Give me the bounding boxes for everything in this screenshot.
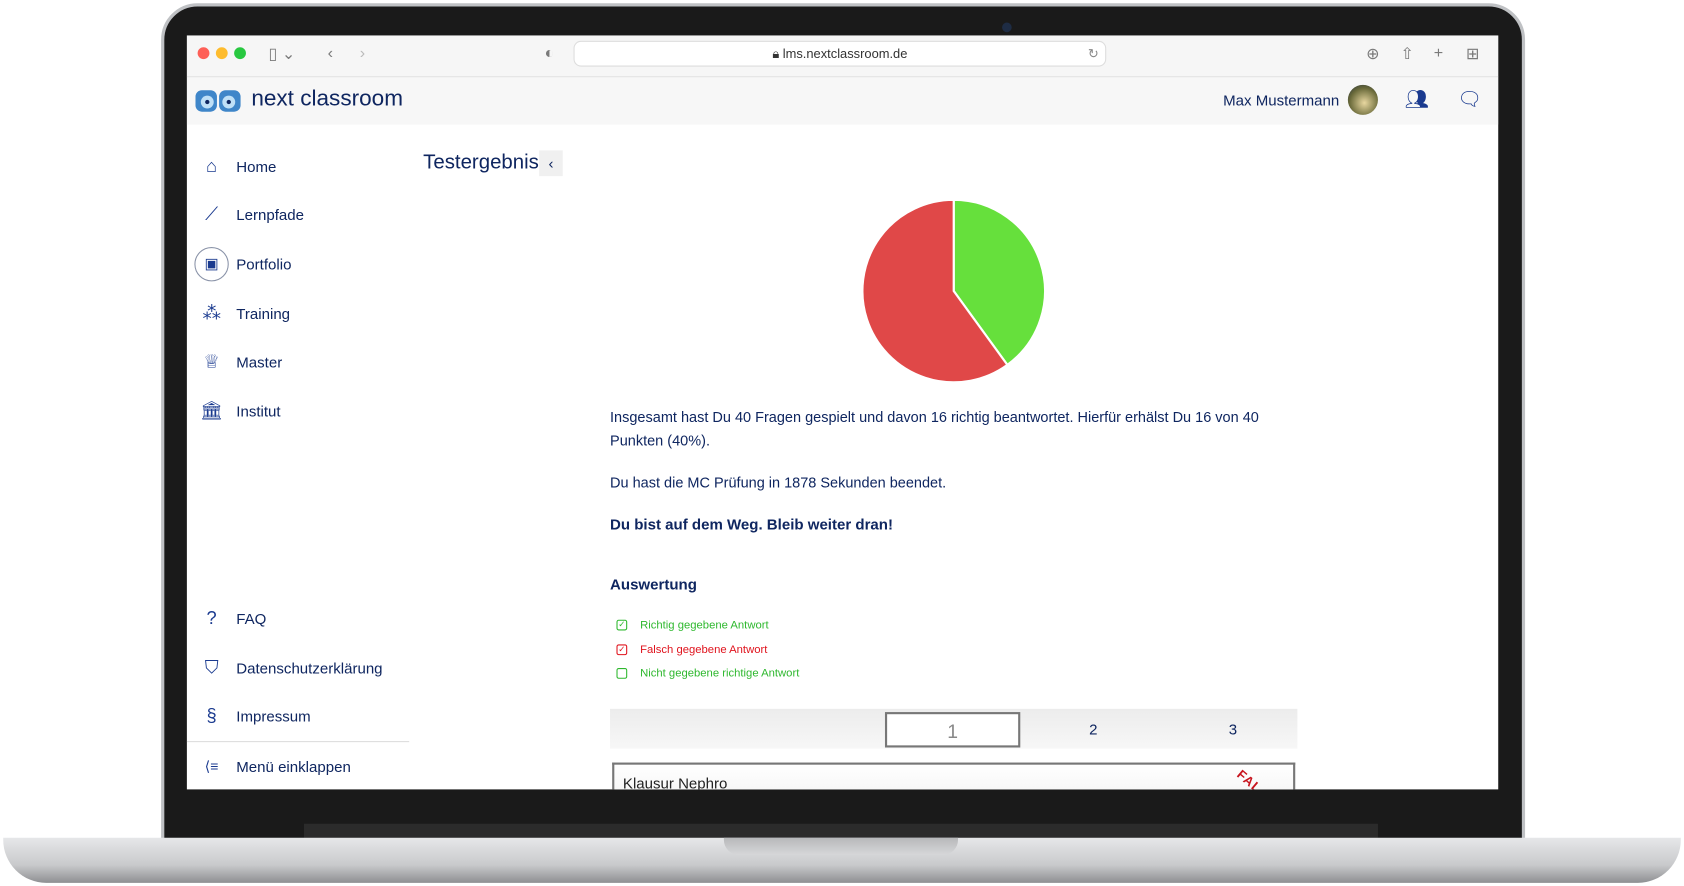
wrong-stamp: FAL (1234, 766, 1266, 790)
back-button[interactable]: ‹ (539, 150, 563, 177)
card-title: Klausur Nephro (622, 774, 728, 790)
sidebar-item-datenschutz[interactable]: ⛉ Datenschutzerklärung (187, 647, 413, 690)
browser-toolbar: ▯ ⌄ ‹ › ◐ 🔒︎ lms.nextclassroom.de ↻ ⊕ ⇧ +… (186, 35, 1499, 78)
nav-label: Training (236, 305, 291, 323)
institution-icon: 🏛︎ (199, 400, 224, 422)
paragraph-icon: § (206, 705, 217, 727)
download-icon[interactable]: ⊕ (1366, 45, 1380, 64)
sidebar-item-home[interactable]: ⌂ Home (187, 145, 413, 188)
nav-label: Master (236, 353, 283, 371)
empty-box-icon (616, 668, 628, 679)
sidebar-item-lernpfade[interactable]: ⟋ Lernpfade (187, 193, 413, 236)
nav-label: FAQ (236, 610, 267, 628)
sidebar-item-portfolio[interactable]: ▣ Portfolio (187, 243, 413, 286)
legend-label: Falsch gegebene Antwort (640, 643, 768, 657)
sidebar-item-impressum[interactable]: § Impressum (187, 695, 413, 738)
screen: ▯ ⌄ ‹ › ◐ 🔒︎ lms.nextclassroom.de ↻ ⊕ ⇧ +… (186, 35, 1499, 790)
pie-slice-falsch (861, 198, 1009, 384)
motivation-text: Du bist auf dem Weg. Bleib weiter dran! (610, 515, 893, 533)
result-pie-chart (861, 198, 1047, 384)
page-title: Testergebnis (423, 151, 539, 174)
path-icon: ⟋ (205, 204, 218, 225)
nav-label: Datenschutzerklärung (236, 659, 383, 677)
new-tab-icon[interactable]: + (1433, 44, 1444, 63)
maximize-button[interactable] (234, 47, 246, 60)
avatar[interactable] (1347, 84, 1378, 115)
app-header: next classroom Max Mustermann 👥︎ 🗨︎ (186, 77, 1499, 125)
shield-icon[interactable]: ◐ (544, 44, 555, 63)
checked-box-icon: ✓ (616, 619, 628, 631)
laptop-notch (723, 837, 959, 855)
forward-icon[interactable]: › (359, 44, 366, 63)
laptop-hinge (303, 823, 1378, 838)
sidebar-item-training[interactable]: ⁂ Training (187, 292, 413, 335)
close-button[interactable] (197, 47, 210, 60)
page-1-tab[interactable]: 1 (884, 712, 1021, 748)
owl-logo-icon[interactable] (195, 89, 242, 115)
nav-label: Lernpfade (236, 206, 305, 224)
chat-icon[interactable]: 🗨︎ (1457, 88, 1482, 110)
reload-icon[interactable]: ↻ (1087, 46, 1099, 62)
user-name[interactable]: Max Mustermann (1223, 91, 1340, 109)
legend-wrong: ✓ Falsch gegebene Antwort (616, 643, 767, 656)
shield-icon: ⛉ (204, 657, 219, 678)
question-pager: 1 2 3 (610, 708, 1298, 749)
summary-text: Insgesamt hast Du 40 Fragen gespielt und… (610, 409, 1259, 449)
question-card: Klausur Nephro FAL (612, 762, 1296, 790)
back-icon[interactable]: ‹ (327, 44, 333, 63)
portfolio-icon: ▣ (187, 247, 236, 282)
nav-label: Home (236, 157, 277, 176)
legend-missed: Nicht gegebene richtige Antwort (616, 667, 799, 680)
sidebar-toggle-icon[interactable]: ▯ ⌄ (268, 45, 296, 64)
legend-correct: ✓ Richtig gegebene Antwort (616, 618, 769, 632)
nav-label: Menü einklappen (236, 758, 351, 776)
divider (186, 741, 410, 743)
training-icon: ⁂ (202, 302, 221, 324)
page-2-tab[interactable]: 2 (1089, 720, 1098, 738)
nav-label: Institut (236, 402, 281, 420)
sidebar-item-faq[interactable]: ? FAQ (187, 597, 413, 640)
collapse-menu-button[interactable]: ⟨≡ Menü einklappen (187, 745, 413, 788)
legend-label: Nicht gegebene richtige Antwort (640, 666, 800, 680)
page-3-tab[interactable]: 3 (1228, 720, 1238, 738)
url-text: lms.nextclassroom.de (782, 46, 908, 62)
legend-label: Richtig gegebene Antwort (640, 618, 769, 632)
brand-name[interactable]: next classroom (251, 85, 403, 111)
address-bar[interactable]: 🔒︎ lms.nextclassroom.de ↻ (573, 40, 1107, 67)
home-icon: ⌂ (206, 155, 218, 177)
nav-label: Impressum (236, 707, 311, 725)
minimize-button[interactable] (215, 47, 228, 60)
crown-icon: ♕ (203, 351, 220, 372)
tab-overview-icon[interactable]: ⊞ (1466, 45, 1480, 64)
sidebar-item-institut[interactable]: 🏛︎ Institut (187, 390, 413, 433)
share-icon[interactable]: ⇧ (1400, 45, 1415, 64)
sidebar-item-master[interactable]: ♕ Master (187, 340, 413, 383)
section-title: Auswertung (610, 575, 697, 593)
users-icon[interactable]: 👥︎ (1404, 88, 1430, 110)
lock-icon: 🔒︎ (772, 46, 783, 62)
pie-slice-richtig (952, 198, 1047, 367)
checked-box-icon: ✓ (616, 644, 628, 656)
duration-text: Du hast die MC Prüfung in 1878 Sekunden … (610, 474, 947, 491)
nav-label: Portfolio (236, 255, 292, 273)
collapse-icon: ⟨≡ (204, 758, 219, 775)
camera (1002, 22, 1012, 33)
question-icon: ? (206, 607, 217, 629)
